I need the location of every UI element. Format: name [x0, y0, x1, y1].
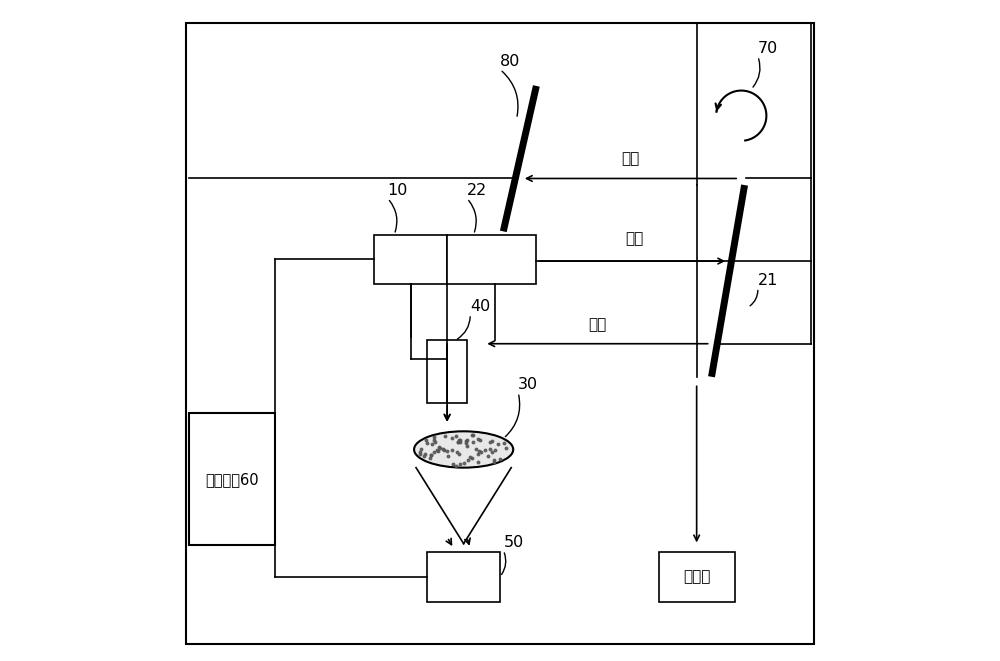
Text: 50: 50 — [503, 535, 524, 550]
Text: 21: 21 — [758, 272, 778, 288]
FancyBboxPatch shape — [447, 235, 536, 284]
Text: 回波: 回波 — [588, 317, 607, 332]
FancyBboxPatch shape — [427, 340, 467, 403]
Ellipse shape — [414, 431, 513, 468]
Text: 激光: 激光 — [625, 231, 643, 247]
Text: 40: 40 — [470, 299, 491, 314]
Text: 70: 70 — [758, 41, 778, 56]
Text: 22: 22 — [467, 183, 487, 198]
Text: 30: 30 — [518, 377, 538, 392]
FancyBboxPatch shape — [189, 413, 275, 545]
Text: 目标物: 目标物 — [683, 569, 710, 584]
FancyBboxPatch shape — [427, 552, 500, 602]
Text: 80: 80 — [500, 54, 520, 69]
Text: 10: 10 — [388, 183, 408, 198]
Text: 控制模坧60: 控制模坧60 — [205, 472, 259, 486]
FancyBboxPatch shape — [374, 235, 447, 284]
Text: 回波: 回波 — [621, 151, 640, 167]
FancyBboxPatch shape — [659, 552, 735, 602]
FancyBboxPatch shape — [186, 23, 814, 644]
